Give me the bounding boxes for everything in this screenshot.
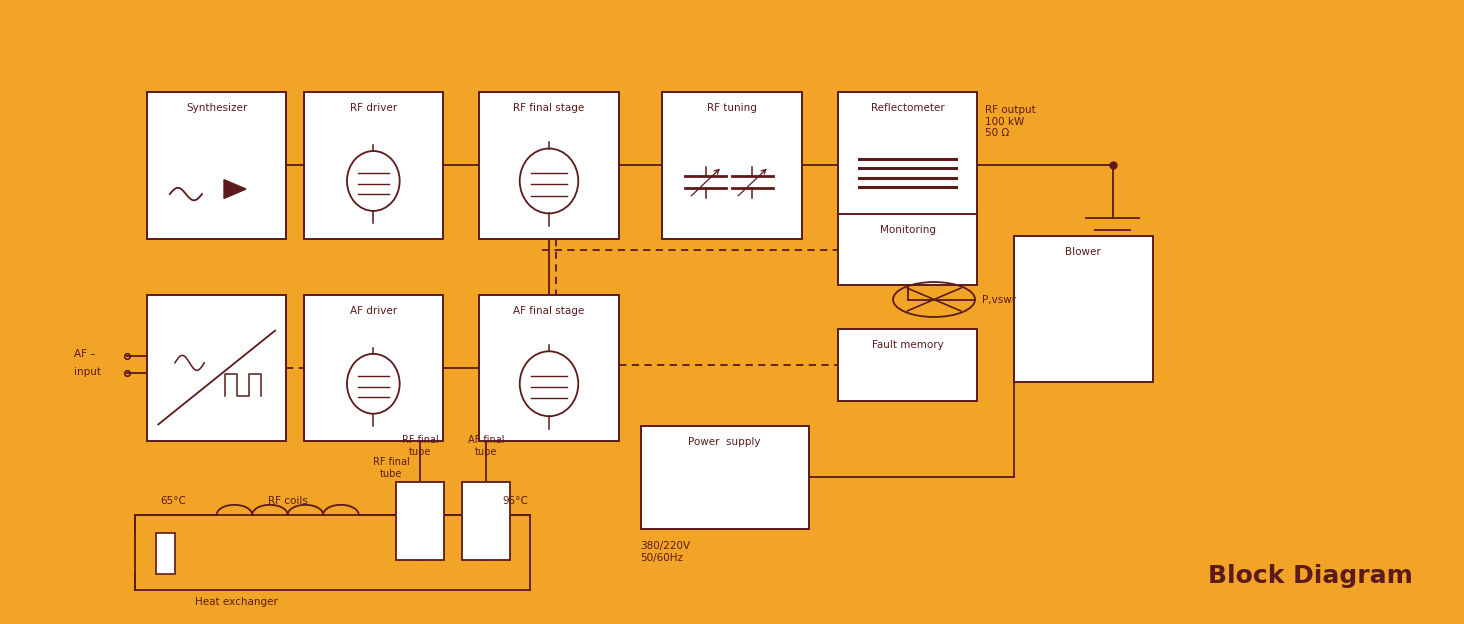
FancyBboxPatch shape: [837, 329, 978, 401]
Bar: [155, 533, 174, 574]
Text: AF driver: AF driver: [350, 306, 397, 316]
Text: Block Diagram: Block Diagram: [1208, 564, 1413, 588]
Text: input: input: [73, 367, 101, 377]
FancyBboxPatch shape: [146, 92, 285, 239]
Text: 95°C: 95°C: [502, 496, 529, 506]
Text: RF final
tube: RF final tube: [372, 457, 410, 479]
Text: Blower: Blower: [1066, 246, 1101, 257]
Text: RF coils: RF coils: [268, 496, 307, 506]
Text: Power  supply: Power supply: [688, 437, 761, 447]
Text: Heat exchanger: Heat exchanger: [195, 597, 278, 607]
Text: RF output
100 kW
50 Ω: RF output 100 kW 50 Ω: [984, 105, 1035, 139]
Text: P,vswr: P,vswr: [982, 295, 1016, 305]
Text: RF final stage: RF final stage: [514, 103, 584, 114]
Text: Monitoring: Monitoring: [880, 225, 935, 235]
FancyBboxPatch shape: [1013, 235, 1152, 382]
Text: Synthesizer: Synthesizer: [186, 103, 247, 114]
FancyBboxPatch shape: [395, 482, 445, 560]
FancyBboxPatch shape: [305, 92, 442, 239]
Text: AF final
tube: AF final tube: [468, 436, 504, 457]
Text: 380/220V
50/60Hz: 380/220V 50/60Hz: [641, 542, 691, 563]
FancyBboxPatch shape: [305, 295, 442, 442]
Text: AF final stage: AF final stage: [514, 306, 584, 316]
Text: RF driver: RF driver: [350, 103, 397, 114]
Polygon shape: [224, 180, 246, 198]
FancyBboxPatch shape: [480, 92, 618, 239]
FancyBboxPatch shape: [146, 295, 285, 442]
Text: Reflectometer: Reflectometer: [871, 103, 944, 114]
FancyBboxPatch shape: [837, 92, 978, 239]
FancyBboxPatch shape: [480, 295, 618, 442]
Text: RF final
tube: RF final tube: [401, 436, 439, 457]
Text: RF tuning: RF tuning: [707, 103, 757, 114]
FancyBboxPatch shape: [463, 482, 511, 560]
Text: 65°C: 65°C: [160, 496, 186, 506]
FancyBboxPatch shape: [641, 426, 808, 529]
FancyBboxPatch shape: [662, 92, 802, 239]
Text: Fault memory: Fault memory: [871, 341, 944, 351]
FancyBboxPatch shape: [837, 213, 978, 286]
Text: AF –: AF –: [73, 349, 95, 359]
